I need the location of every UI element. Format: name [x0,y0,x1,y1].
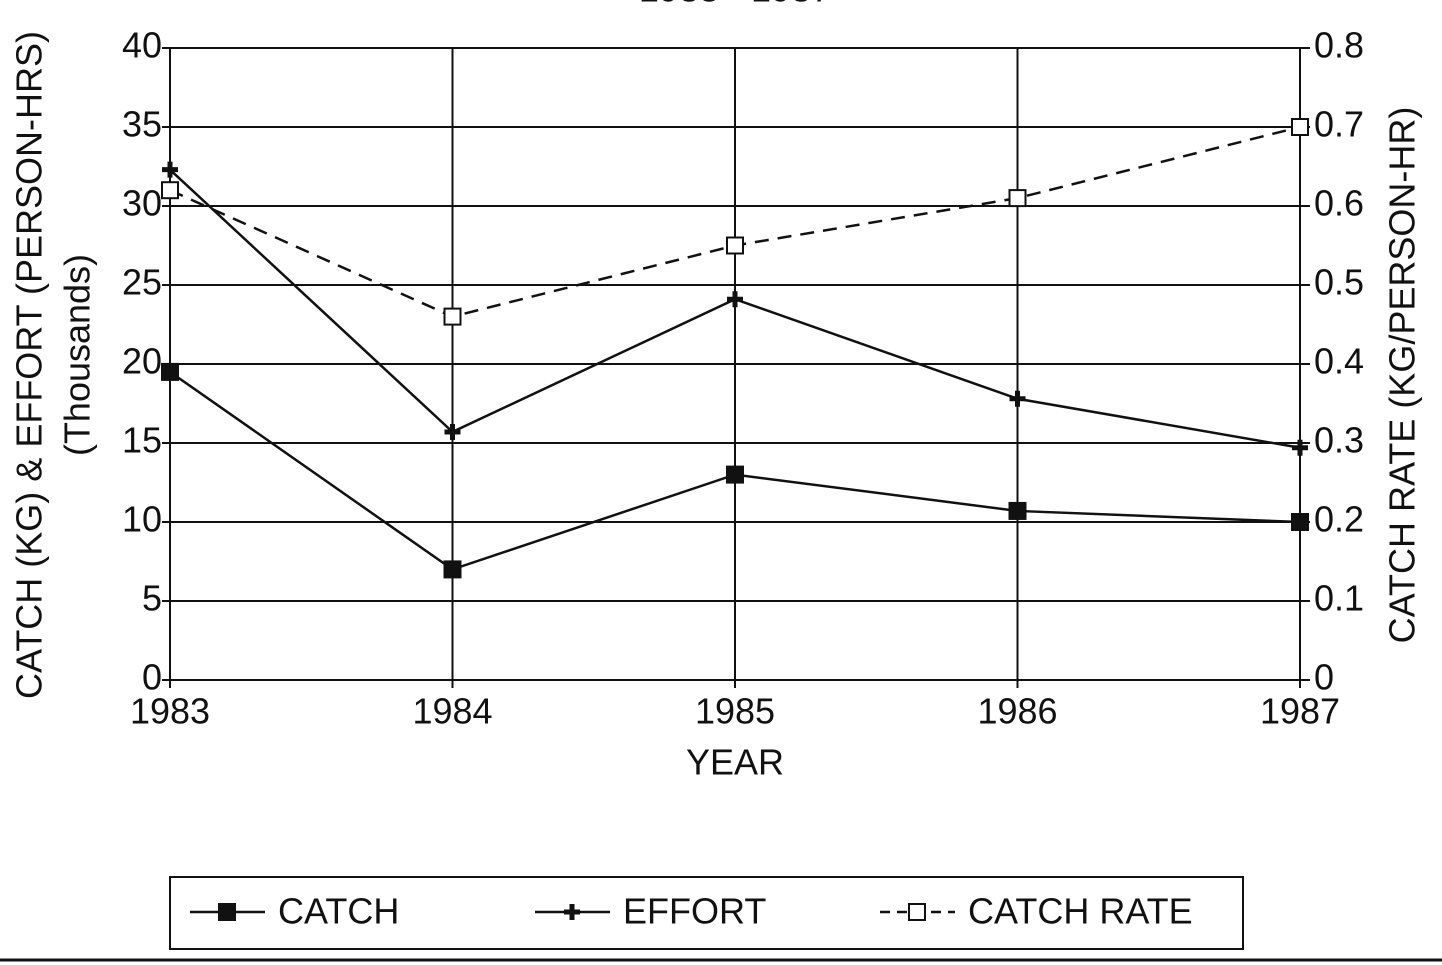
y2-axis-label: CATCH RATE (KG/PERSON-HR) [1382,107,1423,644]
y-tick-label: 20 [122,341,162,382]
x-tick-label: 1984 [412,691,492,732]
chart-title: 1983 - 1987 [639,0,831,10]
series-marker [1008,501,1027,520]
y-tick-label: 0 [142,657,162,698]
series-marker [1008,189,1027,208]
x-tick-label: 1985 [695,691,775,732]
y-tick-label: 5 [142,578,162,619]
y2-tick-label: 0.6 [1314,183,1364,224]
series-marker [444,423,461,440]
series-marker [726,236,744,255]
y-tick-label: 10 [122,499,162,540]
legend-label: CATCH [278,891,399,932]
series-marker [1009,390,1026,407]
y-tick-label: 30 [122,183,162,224]
legend-box [169,876,1244,950]
legend-marker [564,904,580,920]
series-marker [1291,118,1309,136]
y2-tick-label: 0 [1314,657,1334,698]
series-marker [726,465,744,484]
series-marker [443,307,462,326]
legend-marker [218,903,236,921]
x-tick-label: 1987 [1260,691,1340,732]
series-marker [1292,439,1308,456]
y2-tick-label: 0.5 [1314,262,1364,303]
y2-tick-label: 0.3 [1314,420,1364,461]
series-marker [162,161,178,178]
x-axis-label: YEAR [686,742,784,783]
y2-tick-label: 0.4 [1314,341,1364,382]
y2-tick-label: 0.1 [1314,578,1364,619]
y2-tick-label: 0.7 [1314,104,1364,145]
y2-tick-label: 0.2 [1314,499,1364,540]
series-marker [443,560,462,579]
series-marker [727,291,743,308]
legend-marker [908,903,926,921]
y2-tick-label: 0.8 [1314,25,1364,66]
y-tick-label: 25 [122,262,162,303]
legend-label: CATCH RATE [968,891,1193,932]
y-axis-sublabel: (Thousands) [57,254,98,456]
y-tick-label: 15 [122,420,162,461]
x-tick-label: 1983 [130,691,210,732]
series-marker [161,181,179,200]
x-tick-label: 1986 [977,691,1057,732]
y-axis-label: CATCH (KG) & EFFORT (PERSON-HRS) [9,31,50,699]
legend-label: EFFORT [623,891,766,932]
y-tick-label: 35 [122,104,162,145]
series-marker [1291,513,1309,531]
y-tick-label: 40 [122,25,162,66]
series-marker [161,362,179,381]
